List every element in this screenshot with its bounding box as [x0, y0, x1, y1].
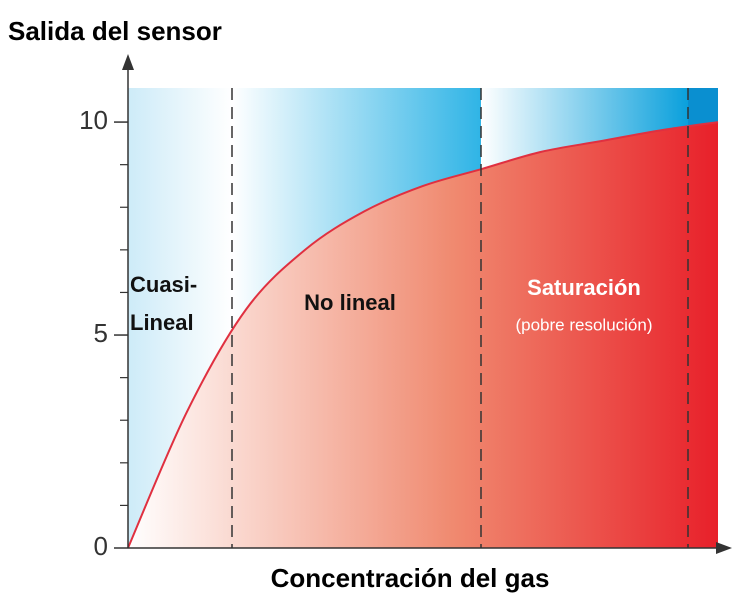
line — [127, 121, 719, 549]
region-label: (pobre resolución) — [515, 315, 652, 334]
x-axis-label: Concentración del gas — [271, 563, 550, 593]
y-tick-label: 5 — [94, 318, 108, 348]
area — [128, 122, 718, 549]
region-label: Lineal — [130, 310, 194, 335]
y-tick-label: 10 — [79, 105, 108, 135]
y-axis-arrow — [122, 54, 134, 70]
region-label: Cuasi- — [130, 272, 197, 297]
y-axis-label: Salida del sensor — [8, 16, 222, 46]
y-tick-label: 0 — [94, 531, 108, 561]
x-axis-arrow — [716, 542, 732, 554]
region-label: No lineal — [304, 290, 396, 315]
region-label: Saturación — [527, 275, 641, 300]
